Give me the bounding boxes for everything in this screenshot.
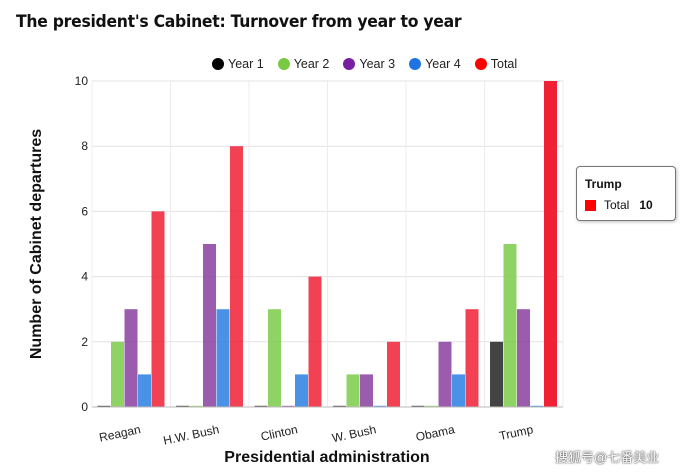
bar-year-4-w-bush[interactable] (373, 405, 387, 407)
bar-year-1-reagan[interactable] (97, 405, 111, 407)
bar-year-4-trump[interactable] (530, 405, 544, 407)
bar-year-2-clinton[interactable] (268, 309, 281, 407)
legend-label-total: Total (490, 57, 518, 71)
tooltip-swatch (585, 199, 596, 211)
legend-item-year-2[interactable]: Year 2 (277, 57, 330, 71)
legend-item-year-1[interactable]: Year 1 (212, 57, 264, 71)
bar-year-3-w-bush[interactable] (360, 374, 373, 407)
y-axis-label: Number of Cabinet departures (28, 128, 45, 360)
x-tick-label: Clinton (259, 422, 298, 443)
bar-total-obama[interactable] (465, 309, 479, 407)
bar-total-w-bush[interactable] (387, 341, 400, 407)
y-tick-label: 8 (81, 139, 88, 153)
legend-label-year-4: Year 4 (425, 57, 461, 71)
bar-year-1-clinton[interactable] (254, 405, 268, 407)
y-tick-label: 0 (81, 400, 88, 414)
x-tick-label: Trump (498, 422, 535, 443)
legend-label-year-3: Year 3 (359, 57, 396, 71)
bar-year-4-obama[interactable] (452, 374, 465, 407)
bar-year-1-obama[interactable] (411, 405, 425, 407)
bar-year-4-reagan[interactable] (138, 374, 151, 407)
watermark: 搜狐号@七番美业 (555, 450, 660, 465)
x-tick-label: Reagan (98, 422, 142, 444)
legend-item-year-4[interactable]: Year 4 (409, 57, 461, 71)
legend-label-year-1: Year 1 (228, 57, 264, 71)
y-tick-label: 2 (81, 335, 88, 349)
tooltip-title: Trump (585, 177, 622, 191)
bar-year-2-w-bush[interactable] (346, 374, 360, 407)
x-tick-label: W. Bush (331, 422, 378, 445)
x-axis-label: Presidential administration (224, 449, 430, 466)
bar-total-clinton[interactable] (308, 276, 322, 407)
chart-title: The president's Cabinet: Turnover from y… (16, 12, 462, 32)
bar-year-4-h-w-bush[interactable] (216, 309, 230, 407)
bar-total-h-w-bush[interactable] (230, 146, 243, 407)
bar-year-2-trump[interactable] (503, 244, 517, 407)
bar-year-1-w-bush[interactable] (333, 405, 346, 407)
legend-marker-total (474, 58, 487, 70)
tooltip: Trump Total 10 (576, 166, 676, 221)
legend-marker-year-1 (212, 58, 224, 70)
bar-total-trump[interactable] (544, 81, 557, 407)
x-tick-label: H.W. Bush (162, 422, 220, 447)
legend-item-year-3[interactable]: Year 3 (343, 57, 395, 71)
x-tick-label: Obama (414, 422, 456, 444)
bar-year-3-clinton[interactable] (281, 405, 295, 407)
legend-marker-year-3 (343, 58, 356, 70)
tooltip-series: Total (604, 198, 630, 212)
bar-year-3-h-w-bush[interactable] (203, 244, 216, 407)
bar-year-2-reagan[interactable] (111, 341, 124, 407)
bar-year-4-clinton[interactable] (295, 374, 308, 407)
bar-year-3-reagan[interactable] (124, 309, 138, 407)
bar-year-3-trump[interactable] (517, 309, 530, 407)
legend: Year 1 Year 2 Year 3 Year 4 Total (212, 57, 517, 71)
legend-marker-year-2 (277, 58, 290, 70)
legend-marker-year-4 (409, 58, 422, 70)
legend-item-total[interactable]: Total (474, 57, 518, 71)
legend-label-year-2: Year 2 (293, 57, 330, 71)
y-tick-label: 4 (81, 270, 88, 284)
bar-year-2-obama[interactable] (425, 405, 438, 407)
bar-year-1-h-w-bush[interactable] (176, 405, 189, 407)
tooltip-row: Total 10 (585, 198, 653, 212)
y-tick-label: 10 (75, 74, 89, 88)
bar-year-3-obama[interactable] (438, 341, 452, 407)
tooltip-value: 10 (639, 198, 653, 212)
bar-year-2-h-w-bush[interactable] (189, 405, 203, 407)
y-tick-label: 6 (81, 204, 88, 218)
bar-year-1-trump[interactable] (490, 341, 503, 407)
bar-total-reagan[interactable] (151, 211, 165, 407)
